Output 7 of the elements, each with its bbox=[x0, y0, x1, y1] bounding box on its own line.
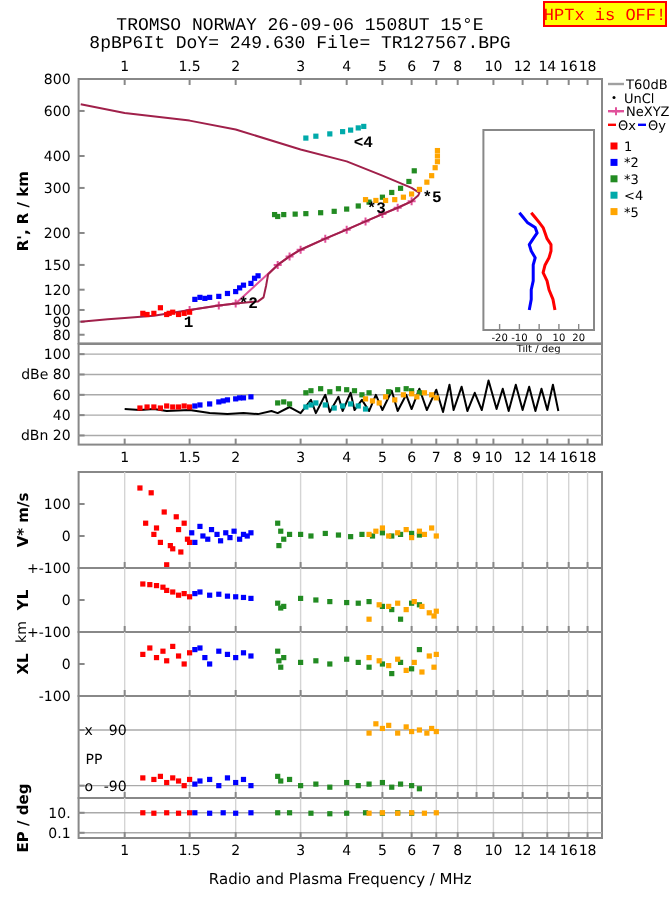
annotation: *5 bbox=[422, 189, 443, 208]
annotation: *3 bbox=[366, 200, 387, 219]
chart-title: TROMSO NORWAY 26-09-06 1508UT 15°E bbox=[116, 16, 484, 36]
annotation: 1 bbox=[183, 315, 194, 334]
chart-subtitle: 8pBP6It DoY= 249.630 File= TR127567.BPG bbox=[89, 34, 511, 54]
annotation: <4 bbox=[353, 134, 374, 153]
text: HPTx is OFF! bbox=[543, 6, 667, 26]
